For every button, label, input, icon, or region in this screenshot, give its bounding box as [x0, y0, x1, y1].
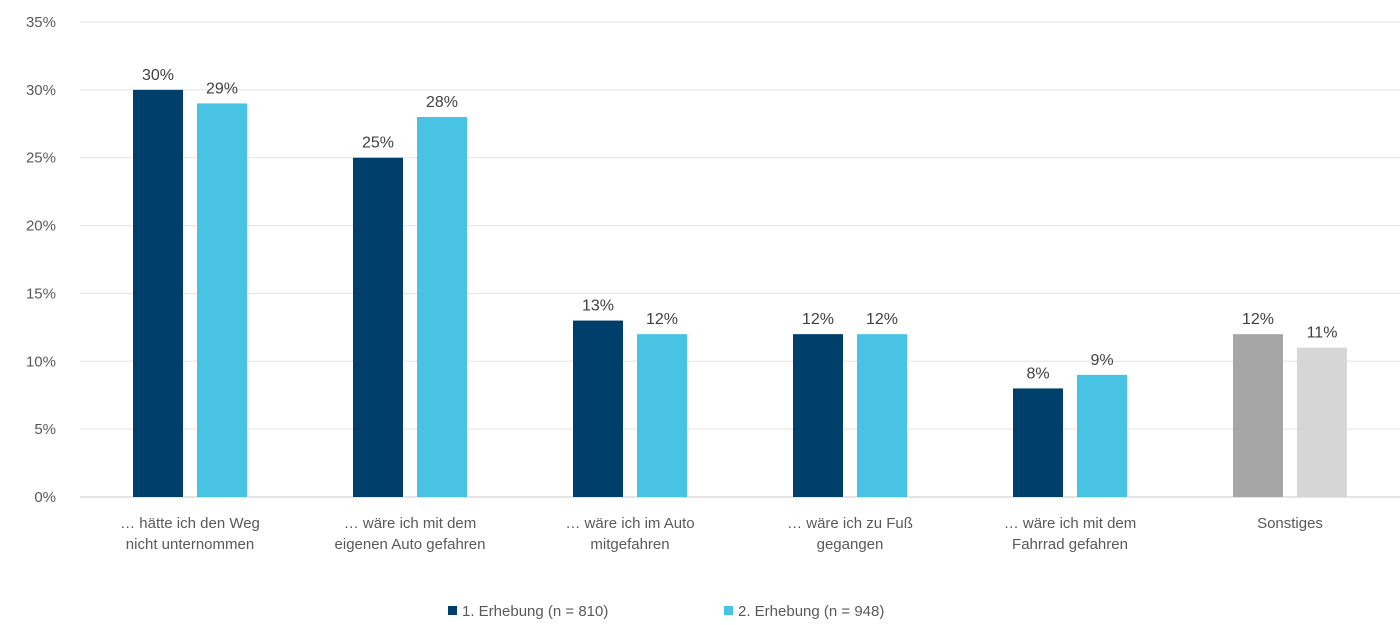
bars — [133, 89, 1347, 497]
legend-label: 1. Erhebung (n = 810) — [462, 603, 608, 620]
category-label: … hätte ich den Weg — [120, 515, 260, 532]
data-label: 11% — [1307, 325, 1338, 342]
y-axis-ticks: 0% 5% 10% 15% 20% 25% 30% 35% — [26, 14, 56, 506]
y-tick-label: 15% — [26, 285, 56, 302]
bar-series-1 — [1013, 388, 1063, 497]
bar-series-1 — [353, 157, 403, 497]
y-tick-label: 10% — [26, 353, 56, 370]
legend-label: 2. Erhebung (n = 948) — [738, 603, 884, 620]
y-tick-label: 20% — [26, 218, 56, 235]
category-label: nicht unternommen — [126, 536, 254, 553]
legend-swatch — [448, 606, 457, 615]
category-label: eigenen Auto gefahren — [335, 536, 486, 553]
bar-series-1 — [793, 334, 843, 497]
data-label: 8% — [1026, 365, 1049, 382]
y-tick-label: 0% — [34, 489, 56, 506]
bar-series-2 — [197, 103, 247, 497]
y-tick-label: 5% — [34, 421, 56, 438]
data-label: 12% — [802, 311, 834, 328]
data-label: 12% — [646, 311, 678, 328]
category-label: Sonstiges — [1257, 515, 1323, 532]
bar-series-2 — [637, 334, 687, 497]
category-label: gegangen — [817, 536, 884, 553]
bar-series-1 — [133, 89, 183, 497]
category-label: Fahrrad gefahren — [1012, 536, 1128, 553]
category-label: … wäre ich mit dem — [1004, 515, 1137, 532]
bar-series-2 — [1297, 347, 1347, 497]
data-label: 30% — [142, 67, 174, 84]
legend-swatch — [724, 606, 733, 615]
data-labels: 30% 29% 25% 28% 13% 12% 12% 12% 8% 9% 12% 11% — [142, 67, 1337, 383]
data-label: 13% — [582, 298, 614, 315]
bar-series-2 — [1077, 374, 1127, 497]
bar-series-2 — [417, 117, 467, 497]
bar-series-1 — [1233, 334, 1283, 497]
bar-series-2 — [857, 334, 907, 497]
data-label: 25% — [362, 135, 394, 152]
category-label: … wäre ich zu Fuß — [787, 515, 913, 532]
bar-series-1 — [573, 320, 623, 497]
data-label: 29% — [206, 80, 238, 97]
category-labels: … hätte ich den Weg nicht unternommen … wä… — [120, 515, 1323, 553]
data-label: 12% — [866, 311, 898, 328]
y-tick-label: 25% — [26, 150, 56, 167]
category-label: mitgefahren — [590, 536, 669, 553]
data-label: 28% — [426, 94, 458, 111]
data-label: 9% — [1090, 352, 1113, 369]
y-tick-label: 30% — [26, 82, 56, 99]
legend: 1. Erhebung (n = 810) 2. Erhebung (n = 94… — [448, 603, 884, 620]
category-label: … wäre ich im Auto — [565, 515, 694, 532]
y-tick-label: 35% — [26, 14, 56, 31]
category-label: … wäre ich mit dem — [344, 515, 477, 532]
gridlines — [80, 21, 1400, 498]
data-label: 12% — [1242, 311, 1274, 328]
